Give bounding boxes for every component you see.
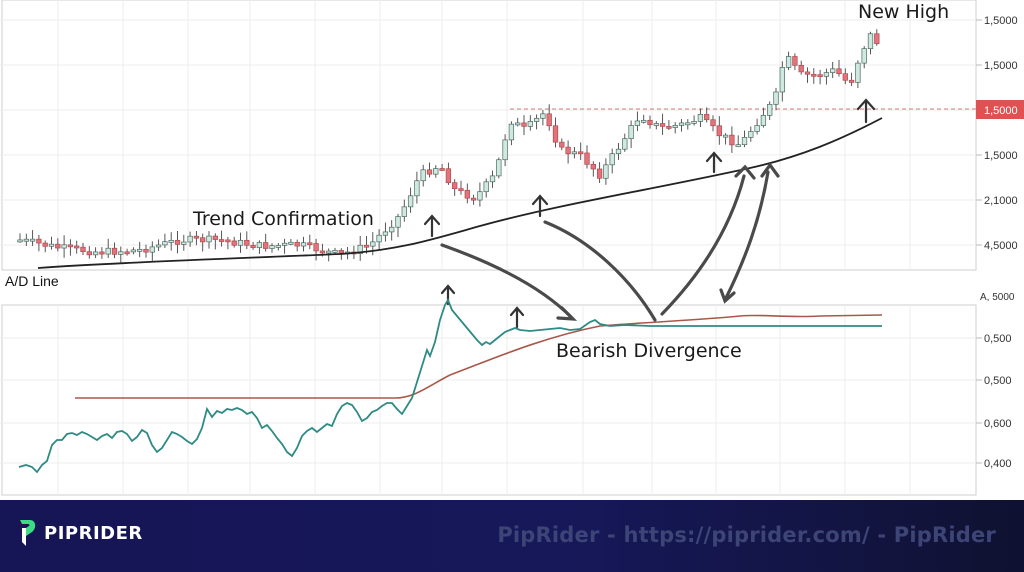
indicator-top-label: A, 5000 <box>980 292 1015 303</box>
price-tick-1: 1,5000 <box>984 15 1018 27</box>
chart-area: 1,5000 1,5000 1,5000 1,5000 2,1000 4,500… <box>0 0 1024 496</box>
indicator-pane <box>1 304 977 496</box>
price-tick-4: 1,5000 <box>984 150 1018 162</box>
price-tick-6: 4,5000 <box>984 240 1018 252</box>
price-pane <box>1 0 977 271</box>
footer-banner <box>0 500 1024 572</box>
indicator-tick-1: 0,500 <box>984 333 1012 345</box>
indicator-tick-3: 0,600 <box>984 418 1012 430</box>
ad-line <box>18 297 882 474</box>
chart-svg: 1,5000 1,5000 1,5000 1,5000 2,1000 4,500… <box>0 0 1024 496</box>
indicator-tick-4: 0,400 <box>984 458 1012 470</box>
price-highlight-label: 1,5000 <box>984 105 1018 117</box>
pane-label-ad-line: A/D Line <box>5 273 59 289</box>
price-tick-2: 1,5000 <box>984 60 1018 72</box>
grid-lines <box>0 0 976 495</box>
support-trendline <box>37 117 883 269</box>
ma-line <box>75 314 883 399</box>
watermark-text: PipRider - https://piprider.com/ - PipRi… <box>497 523 996 547</box>
annotation-new-high: New High <box>858 1 949 23</box>
price-highlight-badge <box>976 100 1024 119</box>
brand-name: PIPRIDER <box>44 522 143 544</box>
indicator-tick-2: 0,500 <box>984 375 1012 387</box>
candlesticks <box>17 29 880 263</box>
annotation-bearish-divergence: Bearish Divergence <box>556 340 742 362</box>
up-arrow-icon <box>423 98 876 329</box>
piprider-logo-icon <box>20 520 36 546</box>
divergence-arrows <box>440 162 780 322</box>
piprider-logo: PIPRIDER <box>16 518 143 548</box>
price-tick-5: 2,1000 <box>984 195 1018 207</box>
annotation-trend-confirmation: Trend Confirmation <box>192 208 374 230</box>
